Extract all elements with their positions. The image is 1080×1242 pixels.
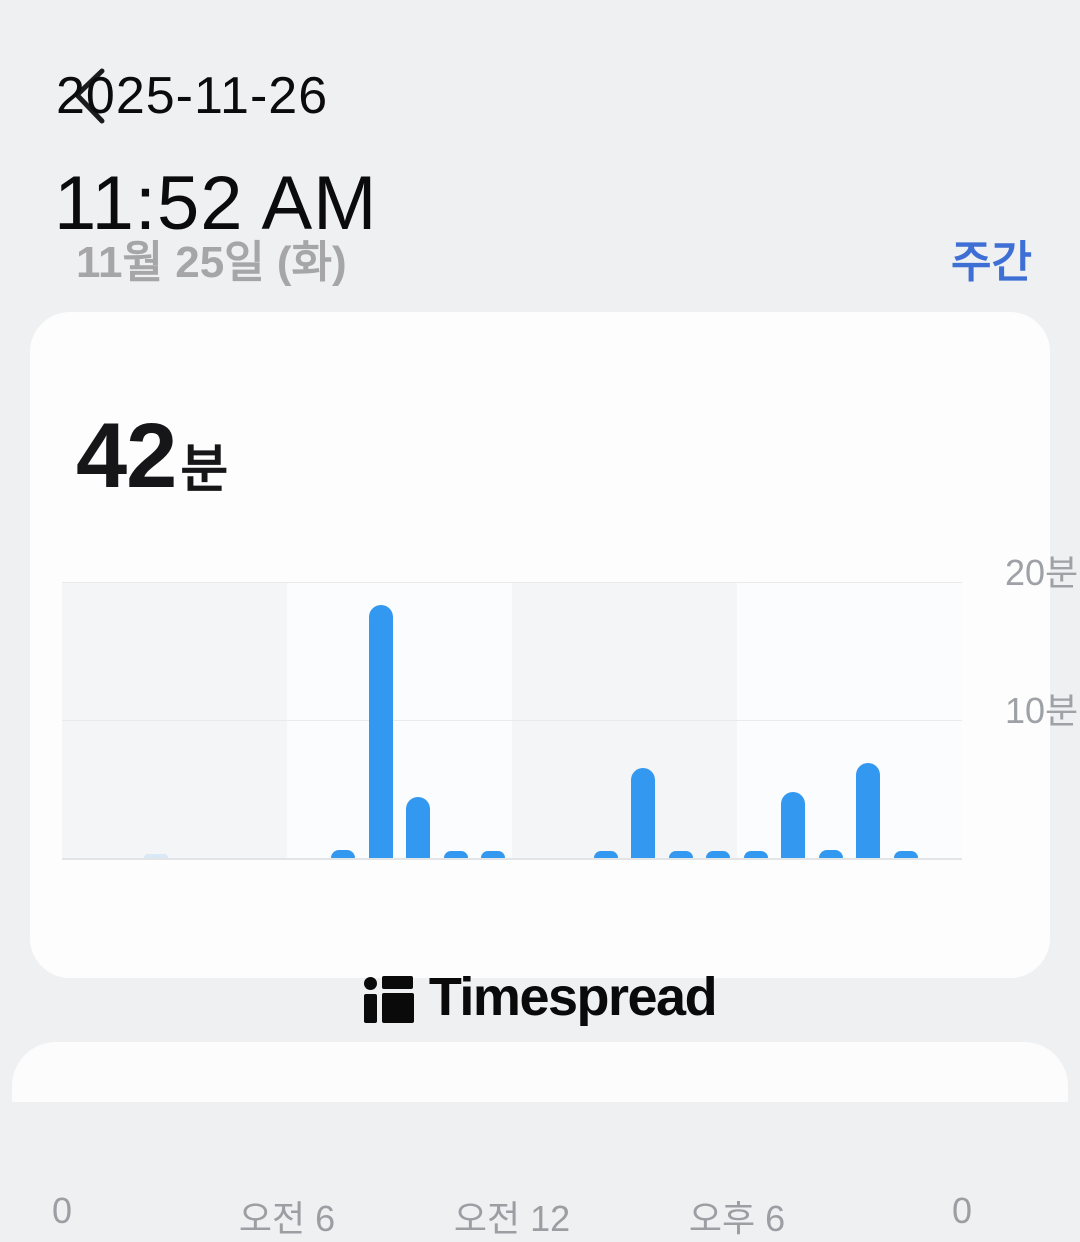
chevron-left-icon [73,68,105,124]
usage-bar-hour-7[interactable] [331,850,356,858]
overlay-time: 11:52 AM [54,161,378,246]
usage-bar-hour-11[interactable] [481,851,506,858]
timespread-logo-icon [363,976,414,1024]
y-axis-label: 10분 [1005,690,1079,731]
next-section-card [12,1042,1068,1102]
usage-bar-chart[interactable] [62,582,962,860]
total-usage-value: 42 [76,405,177,507]
usage-bar-hour-2[interactable] [143,854,168,858]
usage-bar-hour-15[interactable] [631,768,656,858]
x-axis-label: 오전 12 [453,1198,571,1239]
brand-watermark: Timespread [0,966,1080,1028]
usage-bar-hour-16[interactable] [668,851,693,858]
gridline-20min [62,582,962,583]
usage-bar-hour-9[interactable] [406,797,431,858]
brand-name: Timespread [428,967,718,1027]
usage-bar-hour-21[interactable] [856,763,881,858]
total-usage: 42 분 [76,404,228,509]
usage-bar-hour-20[interactable] [818,850,843,858]
usage-bar-hour-18[interactable] [743,851,768,858]
gridline-10min [62,720,962,721]
weekly-toggle-button[interactable]: 주간 [951,226,1032,290]
x-axis-label: 0 [951,1190,973,1231]
x-axis-label: 오후 6 [688,1198,786,1239]
usage-bar-hour-17[interactable] [706,851,731,858]
x-axis-label: 오전 6 [238,1198,336,1239]
x-axis-labels: 0 오전 6 오전 12 오후 6 0 [52,1190,972,1239]
header-date-label: 11월 25일 (화) [76,238,347,287]
total-usage-unit: 분 [180,441,229,499]
x-axis-label: 0 [51,1190,73,1231]
usage-bar-hour-10[interactable] [443,851,468,858]
usage-bar-hour-14[interactable] [593,851,618,858]
chart-baseline [62,858,962,860]
usage-bar-hour-19[interactable] [781,792,806,858]
usage-bar-hour-22[interactable] [893,851,918,858]
usage-summary-card: 42 분 20분 10분 0 오전 6 오전 12 오후 6 0 [30,312,1078,1239]
y-axis-label: 20분 [1005,552,1079,593]
overlay-date: 2025-11-26 [56,67,329,125]
usage-bar-hour-8[interactable] [368,605,393,858]
back-button[interactable] [68,64,112,126]
